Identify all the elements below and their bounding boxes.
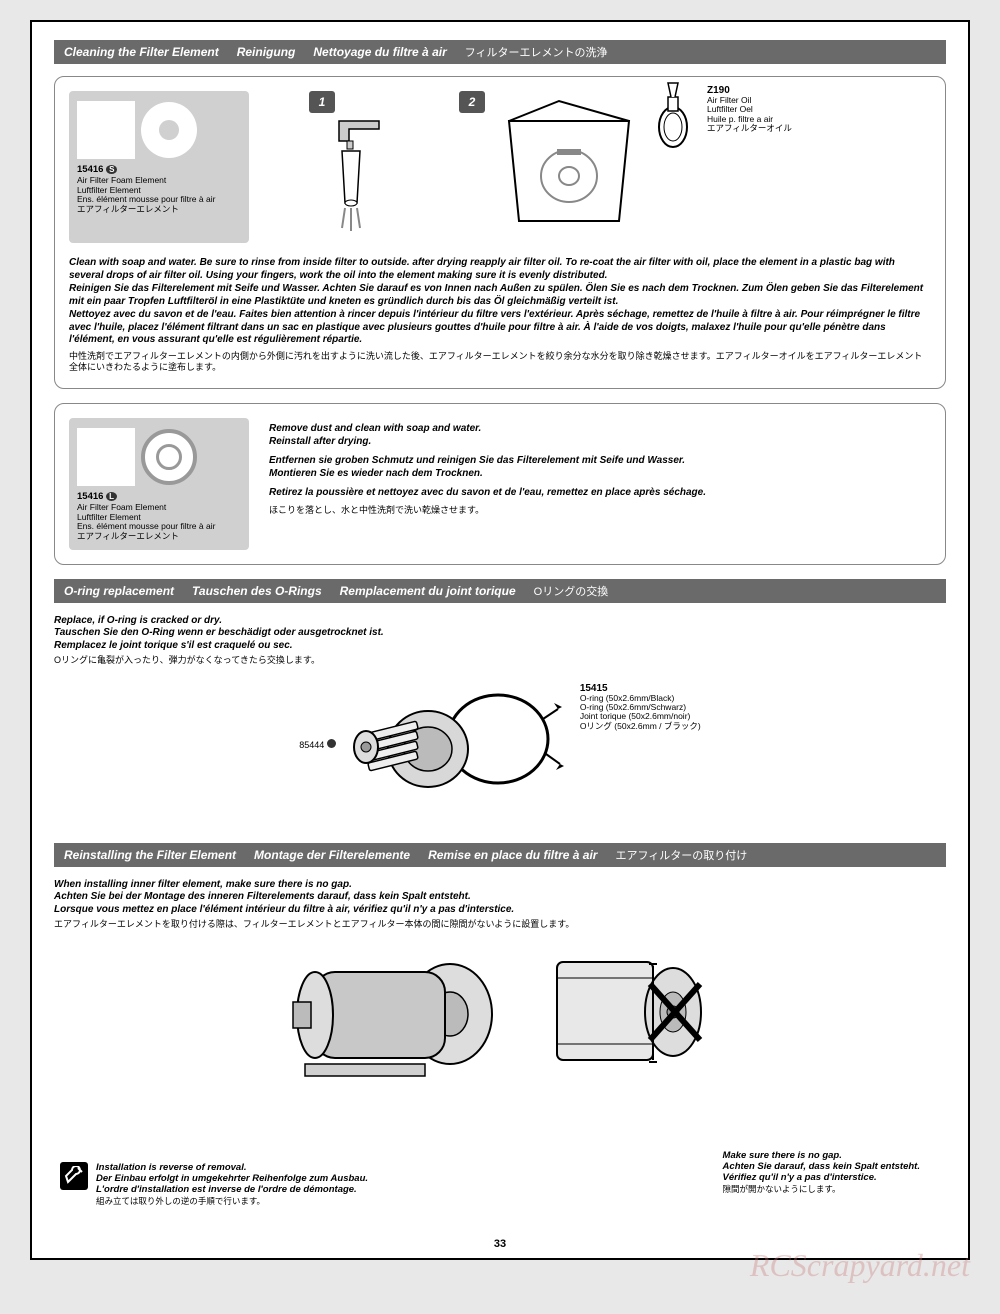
wrench-icon (60, 1162, 88, 1190)
oring-instructions: Replace, if O-ring is cracked or dry. Ta… (54, 615, 946, 667)
title-de: Montage der Filterelemente (254, 848, 410, 862)
step1-badge: 1 (309, 91, 335, 113)
page-number: 33 (494, 1238, 506, 1250)
foam-ring-icon (141, 102, 197, 158)
part-85444-label: 85444 (299, 679, 336, 750)
foam-rect-icon (77, 428, 135, 486)
title-fr: Remise en place du filtre à air (428, 848, 597, 862)
reinstall-instructions: When installing inner filter element, ma… (54, 879, 946, 931)
step2-badge: 2 (459, 91, 485, 113)
panel-cleaning-large: 15416 L Air Filter Foam Element Luftfilt… (54, 403, 946, 565)
part-badge: S (106, 165, 117, 174)
foam-rect-icon (77, 101, 135, 159)
oil-bottle-icon (653, 79, 693, 149)
title-jp: エアフィルターの取り付け (615, 847, 747, 863)
part-code: 15416 (77, 491, 103, 502)
panel-cleaning-oiled: 15416 S Air Filter Foam Element Luftfilt… (54, 76, 946, 389)
part-15416l-box: 15416 L Air Filter Foam Element Luftfilt… (69, 418, 249, 550)
part-15415-label: 15415 O-ring (50x2.6mm/Black) O-ring (50… (580, 679, 701, 731)
part-15416l-label: 15416 L Air Filter Foam Element Luftfilt… (77, 492, 241, 542)
title-en: O-ring replacement (64, 584, 174, 598)
cleaning2-instructions: Remove dust and clean with soap and wate… (269, 418, 706, 550)
title-de: Tauschen des O-Rings (192, 584, 322, 598)
oring-assembly-icon (348, 679, 568, 819)
title-jp: Oリングの交換 (534, 583, 609, 599)
step1-illustration: 1 (309, 91, 399, 243)
title-jp: フィルターエレメントの洗浄 (465, 44, 608, 60)
gap-warning: Make sure there is no gap. Achten Sie da… (723, 1150, 920, 1194)
z190-label: Z190 Air Filter Oil Luftfilter Oel Huile… (707, 85, 792, 133)
faucet-rinse-icon (309, 113, 399, 243)
part-badge: L (106, 492, 117, 501)
title-en: Cleaning the Filter Element (64, 45, 219, 59)
part-15416s-label: 15416 S Air Filter Foam Element Luftfilt… (77, 165, 241, 215)
part-15416s-box: 15416 S Air Filter Foam Element Luftfilt… (69, 91, 249, 243)
reinstall-illustrations (54, 942, 946, 1092)
title-fr: Nettoyage du filtre à air (313, 45, 446, 59)
filter-wrong-icon (545, 942, 725, 1092)
title-en: Reinstalling the Filter Element (64, 848, 236, 862)
section2-header: O-ring replacement Tauschen des O-Rings … (54, 579, 946, 603)
section3-header: Reinstalling the Filter Element Montage … (54, 843, 946, 867)
title-fr: Remplacement du joint torique (340, 584, 516, 598)
foam-ring-outline-icon (141, 429, 197, 485)
oil-bag-icon (499, 91, 639, 231)
title-de: Reinigung (237, 45, 296, 59)
filter-correct-icon (275, 942, 505, 1092)
section1-header: Cleaning the Filter Element Reinigung Ne… (54, 40, 946, 64)
manual-page: Cleaning the Filter Element Reinigung Ne… (30, 20, 970, 1260)
part-code: 15416 (77, 164, 103, 175)
cleaning-instructions: Clean with soap and water. Be sure to ri… (69, 257, 931, 373)
reverse-note: Installation is reverse of removal. Der … (60, 1162, 368, 1206)
step2-illustration: 2 Z190 (459, 91, 792, 243)
